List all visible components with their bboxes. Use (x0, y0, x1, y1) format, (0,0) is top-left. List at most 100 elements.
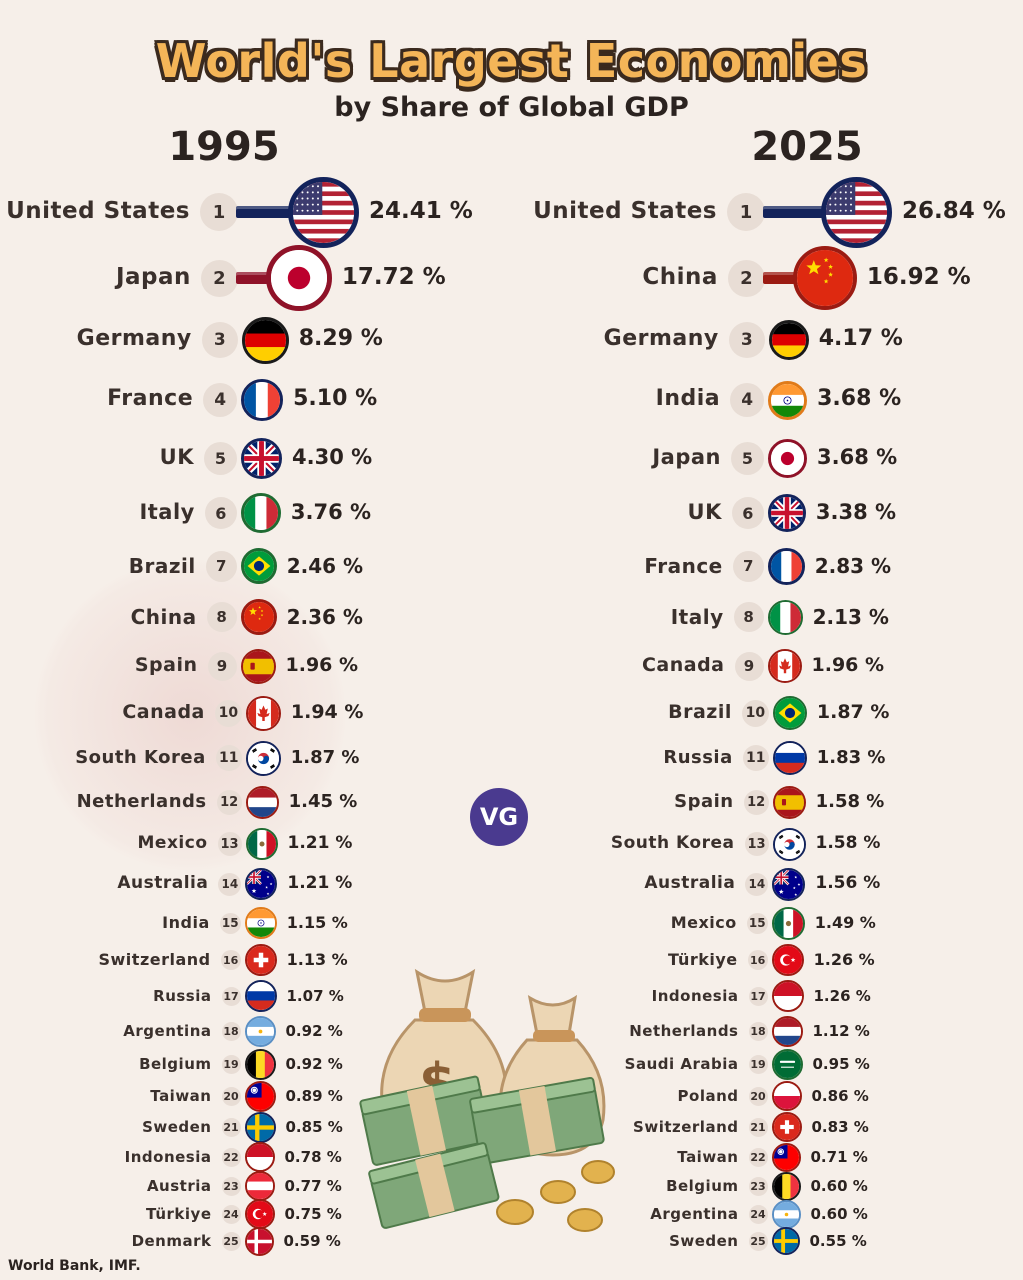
country-name: India (655, 386, 721, 412)
country-name: Japan (652, 444, 721, 469)
rank-badge: 19 (221, 1054, 241, 1074)
rank-badge: 14 (218, 872, 242, 896)
rank-badge: 12 (743, 789, 769, 815)
value-label: 1.45 % (288, 790, 358, 812)
flag-ru-icon (244, 980, 277, 1012)
flag-kr-icon (772, 827, 806, 861)
rank-badge: 21 (748, 1117, 768, 1137)
flag-in-icon (768, 380, 808, 420)
country-name: Italy (139, 499, 195, 524)
flag-ca-icon (245, 695, 281, 731)
rank-badge: 2 (200, 259, 238, 297)
value-label: 1.96 % (285, 654, 359, 677)
rank-badge: 20 (221, 1086, 241, 1106)
chart-subtitle: by Share of Global GDP (334, 92, 689, 123)
flag-ar-icon (771, 1199, 801, 1229)
country-name: Germany (603, 326, 719, 352)
country-name: Mexico (137, 833, 208, 854)
value-bar (762, 272, 795, 284)
value-label: 2.36 % (286, 604, 363, 629)
rank-badge: 16 (220, 950, 241, 970)
value-label: 1.58 % (815, 833, 881, 854)
flag-ch-icon (771, 1112, 802, 1142)
value-label: 1.96 % (811, 654, 885, 677)
country-name: United States (533, 197, 717, 224)
rank-badge: 24 (221, 1204, 241, 1224)
flag-ch-icon (244, 944, 277, 976)
country-name: Taiwan (150, 1086, 212, 1105)
value-label: 1.21 % (287, 873, 353, 894)
rank-badge: 10 (214, 699, 242, 727)
value-label: 4.17 % (818, 326, 903, 352)
value-label: 1.26 % (813, 986, 871, 1005)
country-name: South Korea (610, 833, 735, 854)
rank-badge: 1 (727, 193, 765, 231)
flag-fr-icon (241, 379, 284, 421)
country-name: Argentina (123, 1021, 212, 1040)
country-name: Canada (641, 654, 725, 677)
value-label: 0.95 % (812, 1054, 870, 1073)
value-label: 24.41 % (369, 197, 473, 224)
value-label: 16.92 % (866, 263, 971, 290)
flag-tr-icon (244, 1199, 275, 1229)
country-name: UK (687, 499, 722, 524)
flag-jp-icon (768, 438, 807, 478)
value-bar (763, 206, 823, 218)
rank-badge: 5 (731, 441, 764, 475)
country-name: Brazil (128, 553, 196, 578)
flag-au-icon (772, 867, 806, 901)
chart-title: World's Largest Economies (155, 34, 868, 88)
flag-it-icon (240, 493, 281, 533)
value-bar (236, 206, 290, 218)
flag-uk-icon (241, 437, 282, 479)
value-label: 2.13 % (812, 604, 889, 629)
country-name: UK (159, 444, 194, 469)
flag-id-icon (771, 980, 804, 1012)
rank-badge: 18 (748, 1021, 768, 1041)
rank-badge: 12 (216, 789, 242, 815)
country-name: United States (6, 197, 190, 224)
country-name: Indonesia (124, 1147, 212, 1166)
flag-sa-icon (771, 1048, 803, 1080)
value-label: 0.71 % (810, 1147, 868, 1166)
value-label: 17.72 % (341, 263, 446, 290)
flag-cn-icon (240, 599, 277, 635)
rank-badge: 25 (748, 1231, 768, 1251)
rank-badge: 2 (727, 259, 765, 297)
rank-badge: 22 (748, 1147, 768, 1167)
value-label: 0.59 % (283, 1231, 341, 1250)
flag-at-icon (244, 1171, 275, 1201)
rank-badge: 7 (205, 550, 237, 582)
rank-badge: 9 (207, 651, 237, 681)
country-name: Sweden (669, 1231, 739, 1250)
flag-be-icon (771, 1171, 801, 1201)
flag-kr-icon (245, 740, 281, 776)
country-name: Switzerland (633, 1117, 739, 1136)
flag-mx-icon (245, 828, 278, 860)
value-label: 1.83 % (816, 746, 886, 768)
flag-nl-icon (245, 785, 279, 819)
country-name: Netherlands (76, 790, 207, 812)
source-note: World Bank, IMF. (8, 1258, 141, 1274)
country-name: Belgium (666, 1176, 739, 1195)
value-label: 3.76 % (290, 499, 372, 524)
value-label: 1.87 % (290, 746, 360, 768)
value-label: 0.55 % (809, 1231, 867, 1250)
country-name: France (644, 553, 723, 578)
country-name: Sweden (142, 1117, 212, 1136)
flag-fr-icon (767, 547, 805, 585)
flag-dk-icon (244, 1226, 274, 1256)
flag-ru-icon (772, 741, 807, 775)
rank-badge: 5 (204, 441, 237, 475)
value-label: 0.75 % (284, 1204, 342, 1223)
country-name: China (642, 263, 718, 290)
value-label: 5.10 % (293, 386, 378, 412)
value-label: 1.94 % (290, 701, 364, 724)
value-label: 0.83 % (811, 1117, 869, 1136)
rank-badge: 1 (200, 193, 238, 231)
rank-badge: 15 (746, 912, 768, 934)
value-label: 8.29 % (298, 326, 383, 352)
rank-badge: 14 (745, 872, 769, 896)
country-name: Japan (115, 263, 191, 290)
rank-badge: 13 (744, 832, 769, 856)
